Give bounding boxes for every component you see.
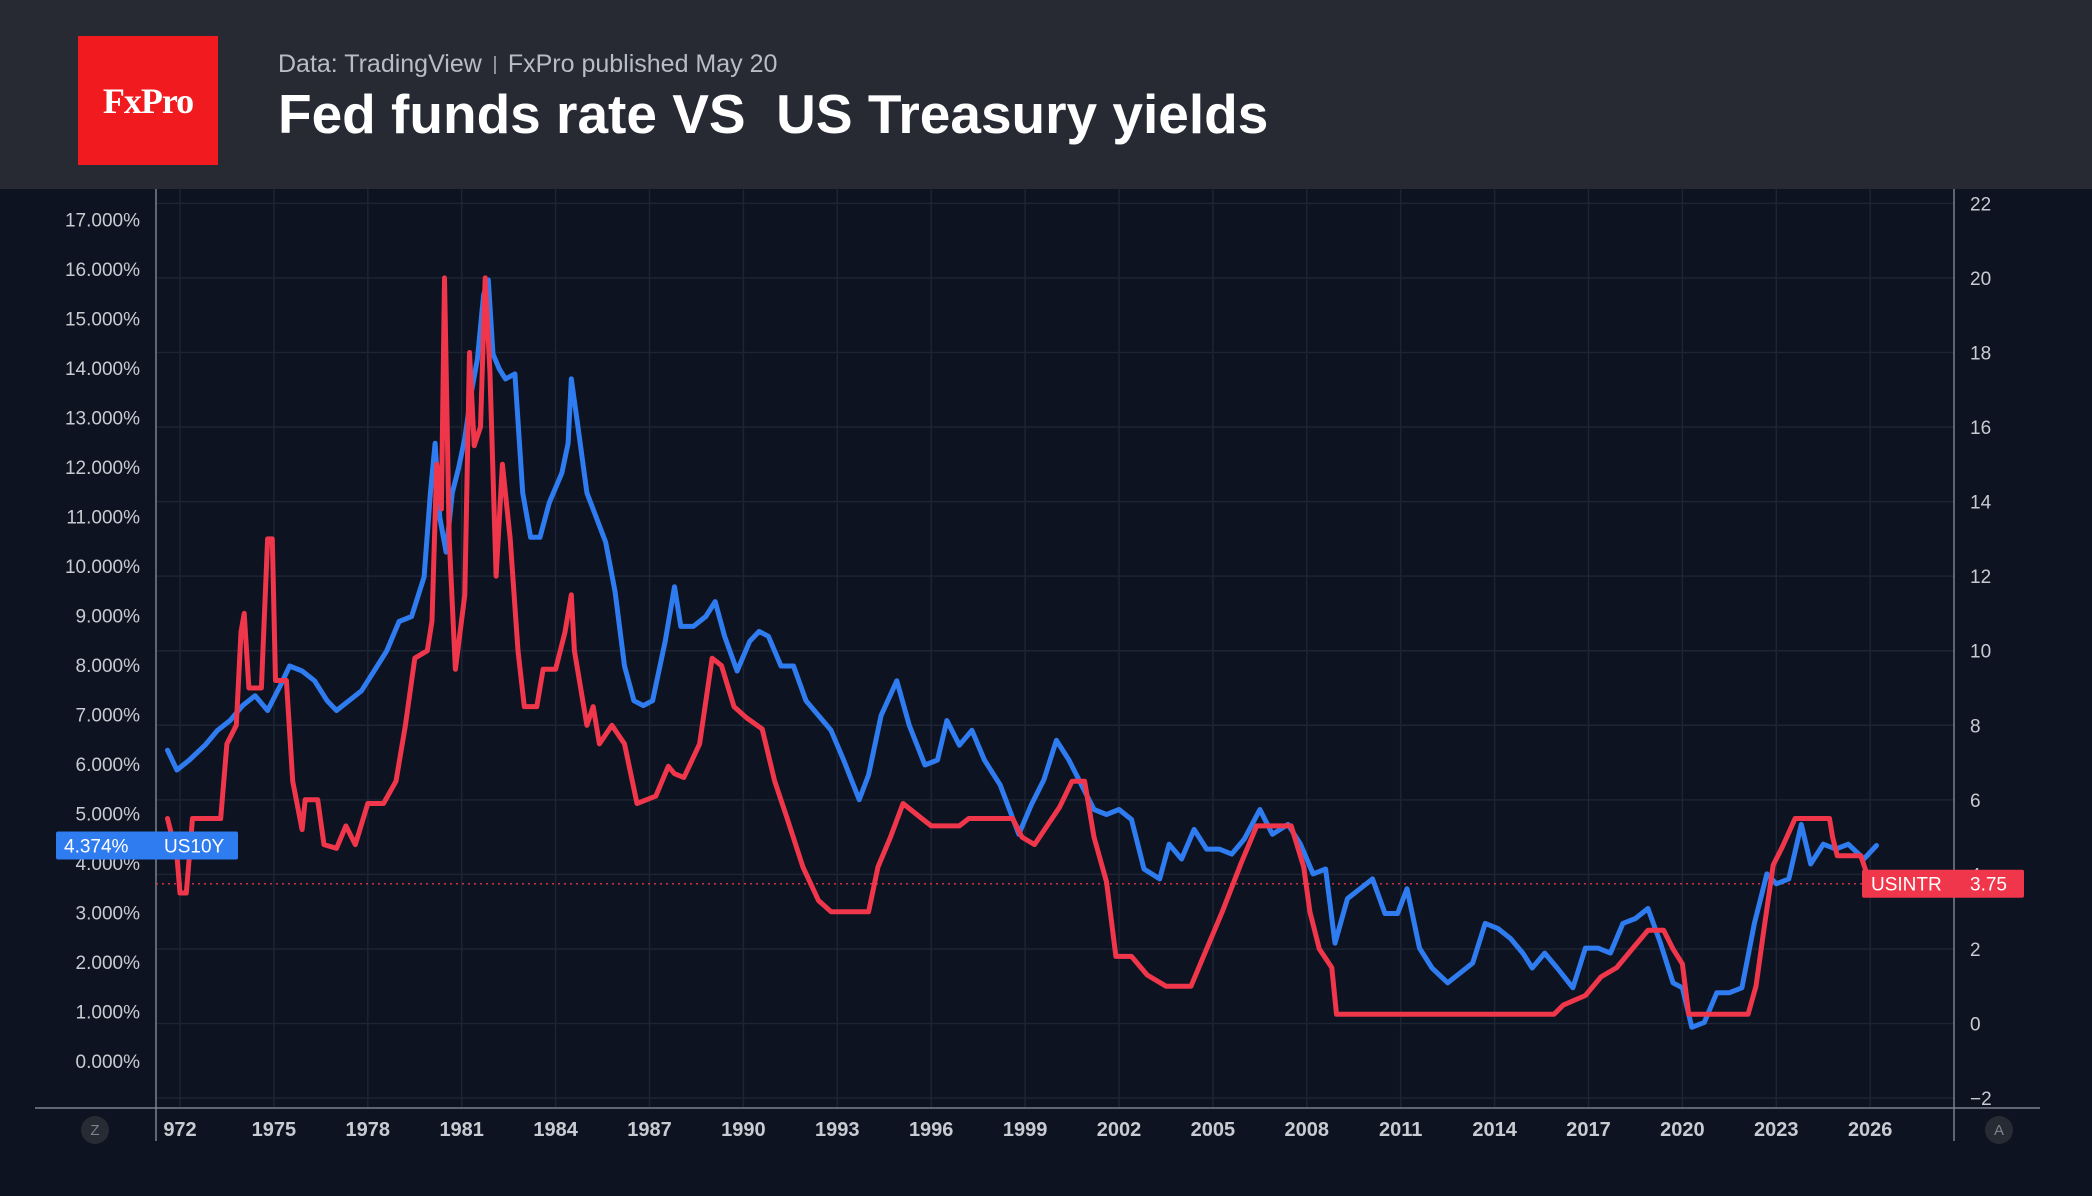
left-axis-tick-label: 2.000%: [76, 953, 141, 974]
x-axis-tick-label: 1984: [533, 1119, 578, 1141]
left-axis-tick-label: 17.000%: [65, 211, 140, 232]
right-axis-tick-label: 0: [1970, 1015, 1981, 1036]
x-axis-tick-label: 1996: [909, 1119, 954, 1141]
x-axis-tick-label: 2017: [1566, 1119, 1611, 1141]
right-axis-tick-label: 20: [1970, 269, 1991, 290]
x-axis-tick-label: 1987: [627, 1119, 672, 1141]
usintr-value-text: 3.75: [1970, 875, 2007, 896]
left-axis-tick-label: 8.000%: [76, 656, 141, 677]
left-axis-tick-label: 0.000%: [76, 1052, 141, 1073]
right-axis-tick-label: 10: [1970, 642, 1991, 663]
chart-title: Fed funds rate VS US Treasury yields: [278, 83, 1269, 145]
x-axis-tick-label: 2002: [1097, 1119, 1142, 1141]
x-axis-tick-label: 2026: [1848, 1119, 1893, 1141]
x-axis-tick-label: 2011: [1379, 1119, 1422, 1141]
left-axis-tick-label: 6.000%: [76, 755, 141, 776]
left-axis-tick-label: 1.000%: [76, 1003, 141, 1024]
fxpro-logo: FxPro: [78, 36, 218, 165]
x-axis-tick-label: 2005: [1191, 1119, 1236, 1141]
us10y-name-text: US10Y: [164, 836, 225, 857]
left-axis-tick-label: 11.000%: [66, 508, 140, 529]
x-axis-tick-label: 1993: [815, 1119, 860, 1141]
left-axis-tick-label: 5.000%: [76, 805, 141, 826]
series-line-usintr: [165, 275, 1883, 1017]
header-bar: FxPro Data: TradingView FxPro published …: [0, 0, 2092, 189]
left-axis-tick-label: 10.000%: [65, 557, 140, 578]
x-axis-tick-label: 2020: [1660, 1119, 1705, 1141]
right-axis-tick-label: 22: [1970, 194, 1991, 215]
auto-scale-a-button[interactable]: A: [1985, 1116, 2013, 1144]
x-axis-tick-label: 1999: [1003, 1119, 1048, 1141]
publish-info: FxPro published May 20: [507, 50, 778, 78]
x-axis-tick-label: 972: [163, 1119, 196, 1141]
left-axis-tick-label: 13.000%: [65, 409, 140, 430]
left-axis-tick-label: 7.000%: [76, 706, 141, 727]
chart-area[interactable]: 0.000%1.000%2.000%3.000%4.000%5.000%6.00…: [0, 189, 2092, 1196]
x-axis-tick-label: 2008: [1285, 1119, 1330, 1141]
left-axis-tick-label: 3.000%: [76, 904, 141, 925]
right-axis-tick-label: 18: [1970, 343, 1991, 364]
usintr-value-badge: [1862, 869, 2024, 898]
x-axis-tick-label: 1990: [721, 1119, 766, 1141]
right-axis-tick-label: 6: [1970, 791, 1981, 812]
right-axis-tick-label: 16: [1970, 418, 1991, 439]
right-axis-tick-label: 12: [1970, 567, 1991, 588]
x-axis-tick-label: 2023: [1754, 1119, 1799, 1141]
source-line: Data: TradingView FxPro published May 20: [278, 50, 777, 79]
left-axis-tick-label: 14.000%: [65, 359, 140, 380]
x-axis-tick-label: 2014: [1472, 1119, 1517, 1141]
right-axis-tick-label: 8: [1970, 716, 1981, 737]
right-axis-tick-label: 14: [1970, 493, 1992, 514]
left-axis-tick-label: 15.000%: [65, 310, 140, 331]
right-axis-tick-label: −2: [1970, 1089, 1992, 1110]
source-divider: [493, 55, 496, 74]
x-axis-tick-label: 1975: [252, 1119, 297, 1141]
auto-scale-z-button[interactable]: Z: [81, 1116, 109, 1144]
us10y-value-text: 4.374%: [64, 836, 129, 857]
us10y-value-badge: [56, 831, 238, 860]
left-axis-tick-label: 12.000%: [65, 458, 140, 479]
left-axis-tick-label: 16.000%: [65, 260, 140, 281]
usintr-name-text: USINTR: [1871, 875, 1942, 896]
x-axis-tick-label: 1978: [346, 1119, 391, 1141]
right-axis-tick-label: 2: [1970, 940, 1981, 961]
left-axis-tick-label: 9.000%: [76, 607, 141, 628]
data-source: Data: TradingView: [278, 50, 482, 78]
x-axis-tick-label: 1981: [439, 1119, 484, 1141]
logo-text: FxPro: [102, 80, 194, 121]
